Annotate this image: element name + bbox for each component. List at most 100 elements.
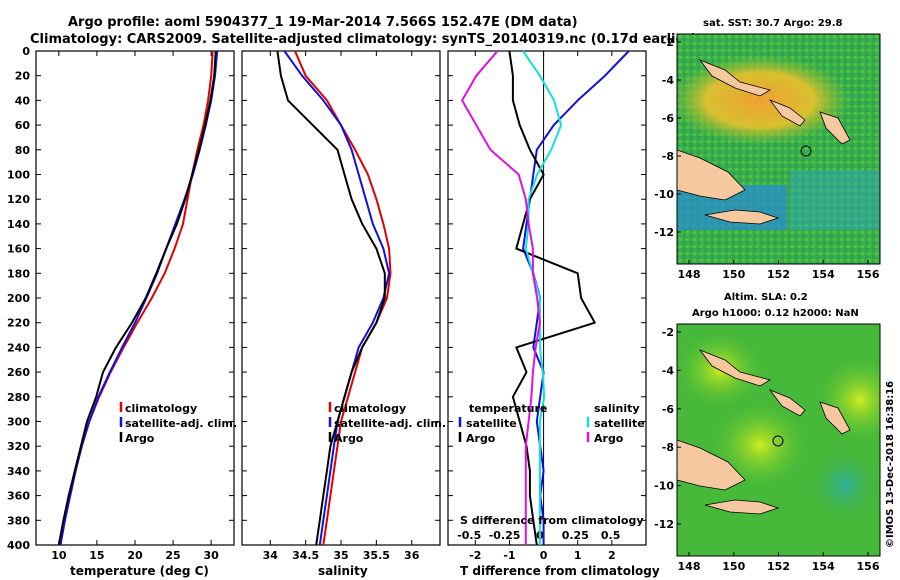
map-xtick-label: 152 <box>767 268 790 281</box>
legend-t-argo: Argo <box>466 432 496 445</box>
xtick-label: 35.5 <box>363 549 390 562</box>
land-new-guinea <box>677 149 746 201</box>
difference-xlabel: T difference from climatology <box>460 564 660 578</box>
land-new-britain <box>768 389 806 417</box>
series-line-satellite-adj-clim- <box>59 50 219 546</box>
legend-argo: Argo <box>334 432 364 445</box>
xtick-label: -1 <box>503 549 515 562</box>
xtick-label: 35 <box>333 549 348 562</box>
ytick-label: 220 <box>7 317 30 330</box>
data-series <box>57 50 630 546</box>
map-ytick-label: -10 <box>654 480 674 493</box>
map-ytick-label: -6 <box>662 112 675 125</box>
series-line-argo <box>57 50 217 546</box>
legend-climatology: climatology <box>125 402 197 415</box>
argo-float-marker <box>800 145 812 157</box>
xtick-top-label: 0.5 <box>601 529 621 542</box>
ytick-label: 380 <box>7 514 30 527</box>
ytick-label: 340 <box>7 465 30 478</box>
ytick-label: 60 <box>15 119 31 132</box>
salinity-legend: climatology satellite-adj. clim. Argo <box>328 402 446 445</box>
xtick-label: -2 <box>469 549 481 562</box>
temperature-xlabel: temperature (deg C) <box>70 564 209 578</box>
sla-map <box>677 324 880 556</box>
legend-t-satellite: satellite <box>466 417 517 430</box>
xtick-label: 30 <box>203 549 219 562</box>
land-new-britain <box>768 99 806 127</box>
legend-satellite: satellite-adj. clim. <box>334 417 446 430</box>
series-line-t-argo <box>508 50 596 546</box>
sst-map <box>677 34 880 264</box>
ytick-label: 280 <box>7 391 30 404</box>
ytick-label: 260 <box>7 366 30 379</box>
salinity-xlabel: salinity <box>318 564 368 578</box>
xtick-label: 25 <box>165 549 180 562</box>
xtick-label: 34.5 <box>292 549 319 562</box>
sla-map-ticks: 148 150 152 154 156 -2 -4 -6 -8 -10 -12 <box>654 326 880 573</box>
imos-stamp: ©IMOS 13-Dec-2018 16:38:16 <box>885 381 896 548</box>
ytick-label: 240 <box>7 341 30 354</box>
ytick-label: 200 <box>7 292 30 305</box>
map-ytick-label: -8 <box>662 441 674 454</box>
ytick-label: 180 <box>7 267 30 280</box>
series-line-climatology <box>59 50 214 546</box>
map-xtick-label: 150 <box>722 560 745 573</box>
land-solomon <box>819 401 851 435</box>
map-xtick-label: 152 <box>767 560 790 573</box>
xtick-label: 2 <box>608 549 616 562</box>
map-ytick-label: -4 <box>662 364 675 377</box>
xtick-label: 10 <box>51 549 67 562</box>
xtick-label: 34 <box>263 549 279 562</box>
land-solomon <box>819 111 851 145</box>
xtick-label: 1 <box>574 549 582 562</box>
title-line-2: Climatology: CARS2009. Satellite-adjuste… <box>30 32 697 47</box>
ytick-label: 40 <box>15 94 31 107</box>
map-xtick-label: 156 <box>857 268 880 281</box>
map-ytick-label: -8 <box>662 150 674 163</box>
land-new-ireland <box>698 349 772 387</box>
map-ytick-label: -12 <box>654 226 674 239</box>
sla-high-2 <box>710 400 810 490</box>
series-line-s-satellite <box>522 50 563 545</box>
map-ytick-label: -2 <box>662 36 674 49</box>
difference-legend: temperature salinity satellite Argo sate… <box>458 402 645 445</box>
map-xtick-label: 148 <box>678 560 701 573</box>
sla-map-title-2: Argo h1000: 0.12 h2000: NaN <box>692 308 859 319</box>
xtick-label: 36 <box>404 549 420 562</box>
series-line-s-argo <box>461 50 541 545</box>
xtick-top-label: -0.5 <box>457 529 481 542</box>
legend-satellite: satellite-adj. clim. <box>125 417 237 430</box>
ytick-label: 80 <box>15 144 31 157</box>
xtick-top-label: 0.25 <box>562 529 589 542</box>
ytick-label: 100 <box>7 169 30 182</box>
ytick-label: 140 <box>7 218 30 231</box>
legend-argo: Argo <box>125 432 155 445</box>
sst-cool-patch <box>790 170 880 230</box>
legend-title-temperature: temperature <box>469 402 547 415</box>
ytick-label: 160 <box>7 243 30 256</box>
series-line-climatology <box>294 50 392 546</box>
series-line-satellite-adj-clim- <box>283 50 391 546</box>
map-ytick-label: -10 <box>654 188 674 201</box>
map-ytick-label: -4 <box>662 74 675 87</box>
ytick-label: 20 <box>15 70 31 83</box>
xtick-label: 20 <box>127 549 143 562</box>
sla-low <box>810 450 880 520</box>
xtick-top-label: -0.25 <box>489 529 521 542</box>
map-xtick-label: 154 <box>812 268 835 281</box>
title-line-1: Argo profile: aoml 5904377_1 19-Mar-2014… <box>68 15 578 30</box>
map-xtick-label: 148 <box>678 268 701 281</box>
land-island-south <box>704 499 780 515</box>
land-new-ireland <box>698 59 772 97</box>
xtick-label: 15 <box>89 549 104 562</box>
map-xtick-label: 150 <box>722 268 745 281</box>
map-xtick-label: 154 <box>812 560 835 573</box>
ytick-label: 0 <box>22 45 30 58</box>
ytick-label: 360 <box>7 490 30 503</box>
map-xtick-label: 156 <box>857 560 880 573</box>
map-ytick-label: -6 <box>662 403 675 416</box>
sla-map-title-1: Altim. SLA: 0.2 <box>724 292 808 303</box>
map-ytick-label: -12 <box>654 518 674 531</box>
legend-s-argo: Argo <box>594 432 624 445</box>
legend-title-salinity: salinity <box>594 402 640 415</box>
